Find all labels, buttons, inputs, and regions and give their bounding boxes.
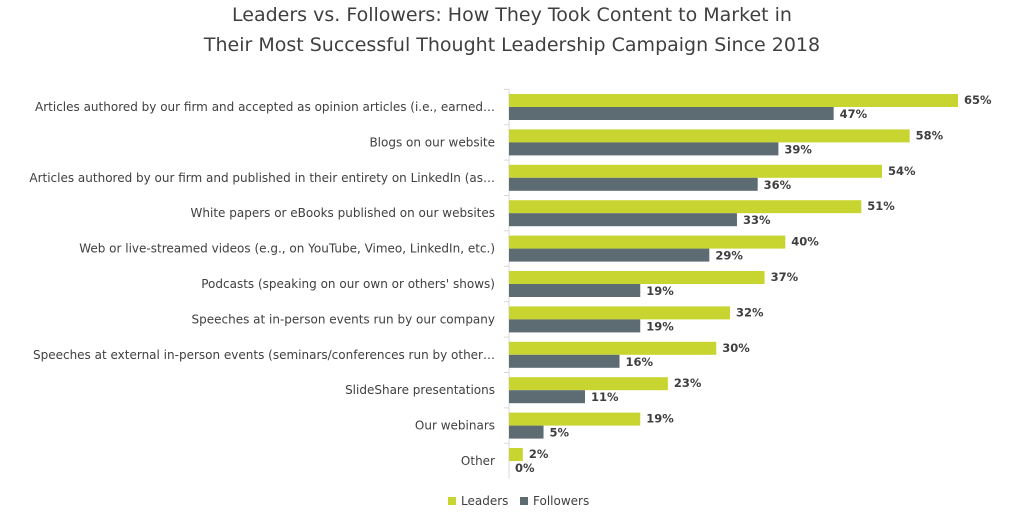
data-label-leaders: 37%	[771, 270, 799, 284]
data-label-leaders: 23%	[674, 376, 702, 390]
legend-swatch-followers	[520, 497, 528, 505]
bar-followers	[509, 248, 710, 262]
bar-leaders	[509, 448, 523, 461]
data-label-leaders: 32%	[736, 305, 764, 319]
data-label-followers: 29%	[715, 249, 743, 263]
data-label-leaders: 54%	[888, 164, 916, 178]
data-label-leaders: 58%	[916, 128, 944, 142]
data-label-leaders: 51%	[867, 199, 895, 213]
bar-leaders	[509, 200, 862, 214]
bar-followers	[509, 354, 620, 368]
bar-leaders	[509, 306, 731, 320]
legend-label-followers: Followers	[533, 494, 589, 508]
category-label: Articles authored by our firm and accept…	[35, 100, 495, 114]
data-label-followers: 36%	[764, 178, 792, 192]
legend: Leaders Followers	[448, 494, 589, 508]
bar-followers	[509, 425, 544, 439]
data-label-leaders: 40%	[791, 235, 819, 249]
bar-leaders	[509, 341, 717, 355]
bar-followers	[509, 319, 641, 333]
bar-followers	[509, 284, 641, 297]
data-label-leaders: 19%	[646, 412, 674, 426]
bar-leaders	[509, 235, 786, 249]
category-label: Speeches at external in-person events (s…	[33, 348, 495, 362]
data-label-followers: 0%	[515, 461, 535, 475]
bar-leaders	[509, 412, 641, 426]
bar-leaders	[509, 164, 883, 178]
data-label-followers: 39%	[784, 142, 812, 156]
bar-leaders	[509, 271, 765, 284]
data-label-leaders: 65%	[964, 93, 992, 107]
category-label: Our webinars	[415, 419, 495, 433]
chart-title-line-1: Leaders vs. Followers: How They Took Con…	[232, 4, 792, 26]
bar-followers	[509, 142, 779, 156]
category-label: Blogs on our website	[369, 135, 495, 149]
data-label-followers: 47%	[840, 107, 868, 121]
bar-leaders	[509, 94, 958, 107]
legend-swatch-leaders	[448, 497, 456, 505]
bar-followers	[509, 390, 585, 404]
category-label: SlideShare presentations	[345, 383, 495, 397]
category-label: Podcasts (speaking on our own or others'…	[201, 277, 495, 291]
bar-followers	[509, 213, 737, 227]
data-label-followers: 19%	[646, 284, 674, 298]
chart-title-line-2: Their Most Successful Thought Leadership…	[203, 34, 821, 56]
category-label: Speeches at in-person events run by our …	[192, 312, 495, 326]
bar-leaders	[509, 377, 668, 391]
data-label-followers: 16%	[626, 355, 654, 369]
data-label-followers: 5%	[550, 426, 570, 440]
data-label-followers: 33%	[743, 213, 771, 227]
data-label-followers: 11%	[591, 390, 619, 404]
legend-label-leaders: Leaders	[461, 494, 508, 508]
category-label: White papers or eBooks published on our …	[191, 206, 495, 220]
bar-followers	[509, 107, 834, 120]
data-label-leaders: 2%	[529, 447, 549, 461]
data-label-followers: 19%	[646, 319, 674, 333]
bar-followers	[509, 177, 758, 191]
category-label: Articles authored by our firm and publis…	[29, 171, 495, 185]
bar-leaders	[509, 129, 910, 143]
category-label: Web or live-streamed videos (e.g., on Yo…	[79, 242, 495, 256]
category-label: Other	[461, 454, 495, 468]
data-label-leaders: 30%	[722, 341, 750, 355]
